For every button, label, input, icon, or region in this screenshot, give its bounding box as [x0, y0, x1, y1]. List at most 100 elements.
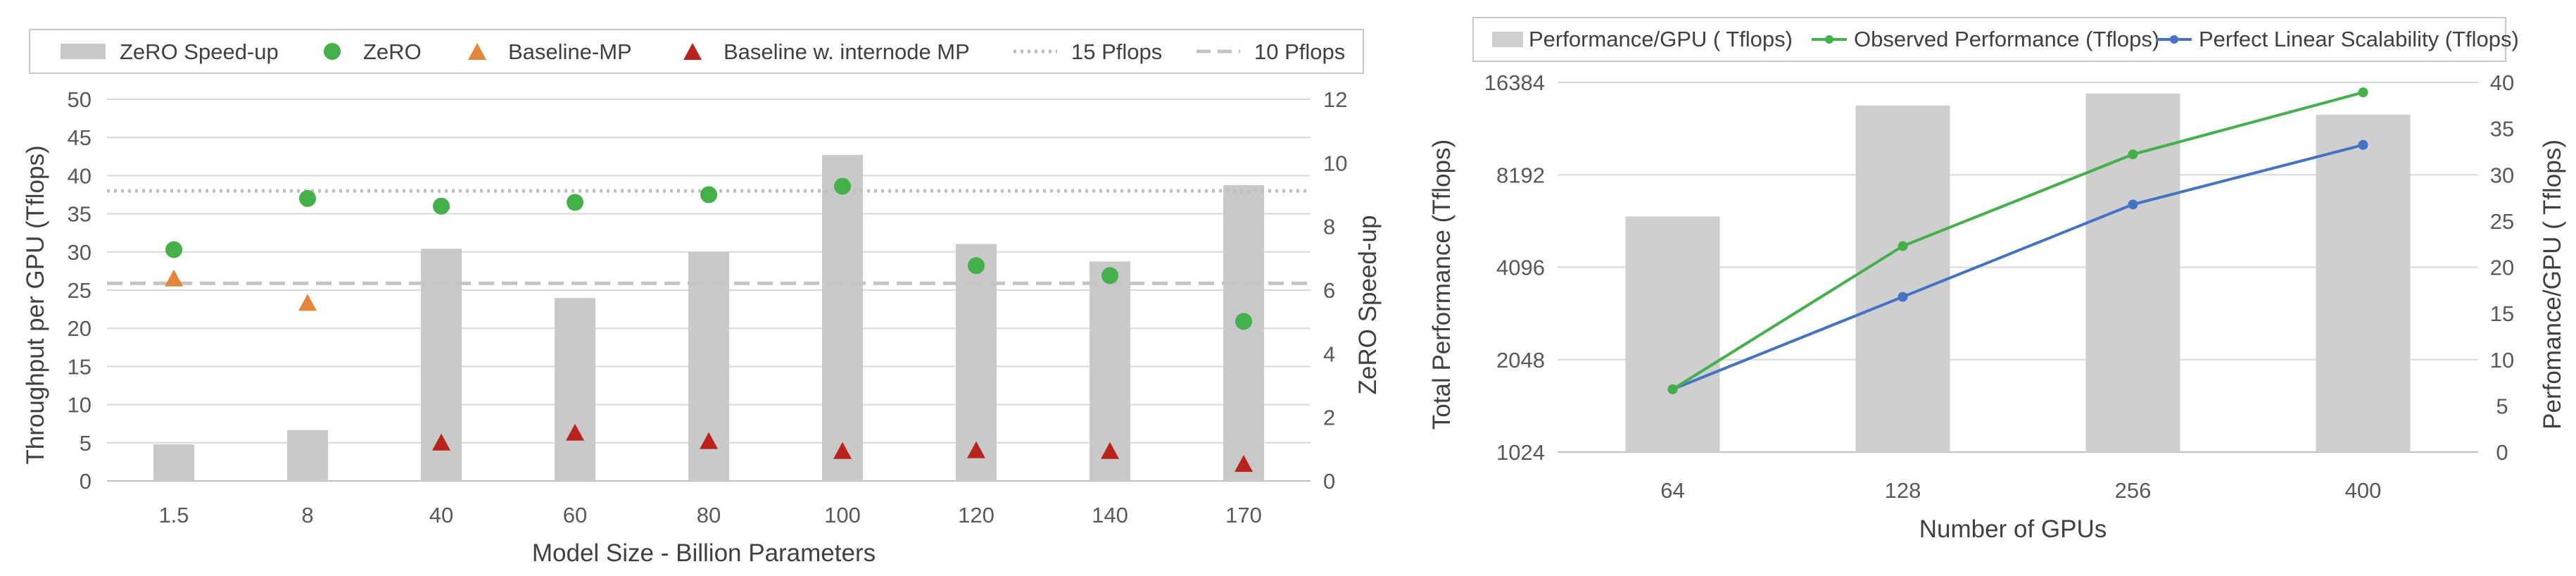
zero-point — [299, 189, 316, 207]
chart-throughput-speedup: ZeRO Speed-up ZeRO Baseline-MP Baseline … — [22, 29, 1382, 567]
speedup-bars — [153, 155, 1264, 481]
perf-per-gpu-bar — [1625, 216, 1720, 452]
zero-point — [700, 186, 717, 204]
zero-point — [1101, 267, 1118, 284]
x-axis-title: Number of GPUs — [1919, 515, 2107, 543]
x-tick-label: 140 — [1092, 503, 1128, 527]
y-tick-label: 1024 — [1496, 440, 1545, 465]
legend-label: ZeRO — [363, 39, 422, 64]
y-tick-label: 25 — [68, 278, 91, 303]
x-axis-ticks: 64 128 256 400 — [1660, 478, 2381, 503]
y2-tick-label: 2 — [1323, 406, 1335, 430]
linear-scalability-line — [1672, 143, 2364, 391]
y2-axis-ticks: 0 2 4 6 8 10 12 — [1323, 87, 1347, 494]
baseline-internode-mp-point — [566, 423, 584, 441]
zero-point — [968, 257, 985, 275]
y2-tick-label: 20 — [2490, 256, 2514, 280]
legend-item-perf-per-gpu: Performance/GPU ( Tflops) — [1492, 27, 1793, 51]
x-tick-label: 400 — [2345, 478, 2382, 503]
x-tick-label: 8 — [301, 503, 313, 527]
baseline-internode-mp-point — [1235, 455, 1253, 472]
throughput-markers — [165, 177, 1253, 472]
y-tick-label: 0 — [80, 469, 91, 494]
legend-marker-circle — [324, 43, 341, 60]
chart-scalability: Performance/GPU ( Tflops) Observed Perfo… — [1428, 17, 2566, 543]
y-axis-ticks: 0 5 10 15 20 25 30 35 40 45 50 — [68, 87, 91, 494]
y-tick-label: 4096 — [1496, 256, 1545, 280]
legend-swatch-bar — [1492, 32, 1523, 47]
perf-per-gpu-bars — [1625, 93, 2411, 452]
speedup-bar — [287, 430, 328, 481]
zero-point — [1235, 313, 1252, 330]
observed-performance-point — [1898, 241, 1908, 251]
legend-label: Performance/GPU ( Tflops) — [1529, 27, 1793, 51]
legend-label: 10 Pflops — [1254, 39, 1345, 64]
perf-per-gpu-bar — [2085, 93, 2180, 452]
legend-item-zero-speedup: ZeRO Speed-up — [61, 39, 279, 64]
observed-performance-line — [1672, 91, 2364, 391]
y-tick-label: 10 — [68, 393, 91, 418]
linear-scalability-point — [2358, 139, 2368, 150]
y2-tick-label: 35 — [2490, 117, 2514, 142]
speedup-bar — [555, 298, 595, 481]
x-axis-ticks: 1.5 8 40 60 80 100 120 140 170 — [158, 503, 1261, 527]
y2-tick-label: 15 — [2490, 301, 2514, 326]
linear-scalability-point — [1898, 292, 1908, 302]
legend-label: Baseline w. internode MP — [724, 39, 970, 64]
y-tick-label: 45 — [68, 125, 91, 150]
y-tick-label: 8192 — [1496, 163, 1545, 187]
x-tick-label: 64 — [1660, 478, 1684, 503]
legend-marker-dot — [2170, 35, 2178, 44]
x-tick-label: 256 — [2115, 478, 2152, 503]
legend-label: Perfect Linear Scalability (Tflops) — [2199, 27, 2519, 51]
legend-swatch-bar — [61, 44, 106, 59]
y-tick-label: 5 — [80, 431, 91, 456]
y2-tick-label: 12 — [1323, 87, 1347, 112]
y-tick-label: 2048 — [1496, 348, 1545, 372]
legend-label: Baseline-MP — [508, 39, 632, 64]
legend-item-15-pflops: 15 Pflops — [1014, 39, 1162, 64]
legend-box — [1472, 17, 2506, 62]
y-tick-label: 35 — [68, 202, 91, 227]
y2-tick-label: 0 — [2496, 440, 2508, 465]
baseline-internode-mp-point — [432, 433, 450, 451]
legend-marker-dot — [1825, 35, 1833, 44]
linear-scalability-point — [2128, 199, 2138, 210]
legend-label: 15 Pflops — [1071, 39, 1162, 64]
legend-label: ZeRO Speed-up — [120, 39, 279, 64]
x-tick-label: 170 — [1225, 503, 1262, 527]
zero-point — [433, 197, 450, 215]
perf-per-gpu-bar — [2316, 114, 2411, 452]
y2-tick-label: 5 — [2496, 394, 2508, 418]
y2-axis-title: ZeRO Speed-up — [1354, 215, 1382, 395]
y-axis-title: Throughput per GPU (Tflops) — [22, 145, 49, 464]
x-tick-label: 100 — [824, 503, 861, 527]
y2-tick-label: 0 — [1323, 469, 1335, 494]
y2-tick-label: 4 — [1323, 342, 1335, 366]
zero-point — [165, 241, 182, 258]
y-tick-label: 40 — [68, 163, 91, 188]
x-tick-label: 40 — [429, 503, 453, 527]
y2-axis-title: Perfomance/GPU ( Tflops) — [2539, 139, 2566, 430]
y2-tick-label: 8 — [1323, 215, 1335, 239]
legend-item-10-pflops: 10 Pflops — [1197, 39, 1345, 64]
y-tick-label: 16384 — [1484, 70, 1545, 95]
y2-tick-label: 25 — [2490, 209, 2514, 234]
y-tick-label: 20 — [68, 316, 91, 341]
y2-tick-label: 30 — [2490, 163, 2514, 187]
x-tick-label: 1.5 — [158, 503, 189, 527]
baseline-mp-point — [165, 269, 183, 287]
x-axis-title: Model Size - Billion Parameters — [532, 539, 876, 567]
y-axis-title: Total Performance (Tflops) — [1428, 139, 1456, 430]
y-tick-label: 50 — [68, 87, 91, 112]
y-axis-ticks: 1024 2048 4096 8192 16384 — [1484, 70, 1545, 465]
speedup-bar — [1223, 184, 1264, 481]
legend-item-internode-mp: Baseline w. internode MP — [683, 39, 970, 64]
y2-tick-label: 40 — [2490, 70, 2514, 95]
legend-marker-triangle — [468, 43, 486, 60]
observed-performance-point — [2128, 149, 2138, 160]
zero-point — [567, 194, 583, 211]
observed-performance-point — [2358, 87, 2368, 98]
speedup-bar — [822, 155, 863, 481]
baseline-internode-mp-point — [833, 442, 852, 459]
